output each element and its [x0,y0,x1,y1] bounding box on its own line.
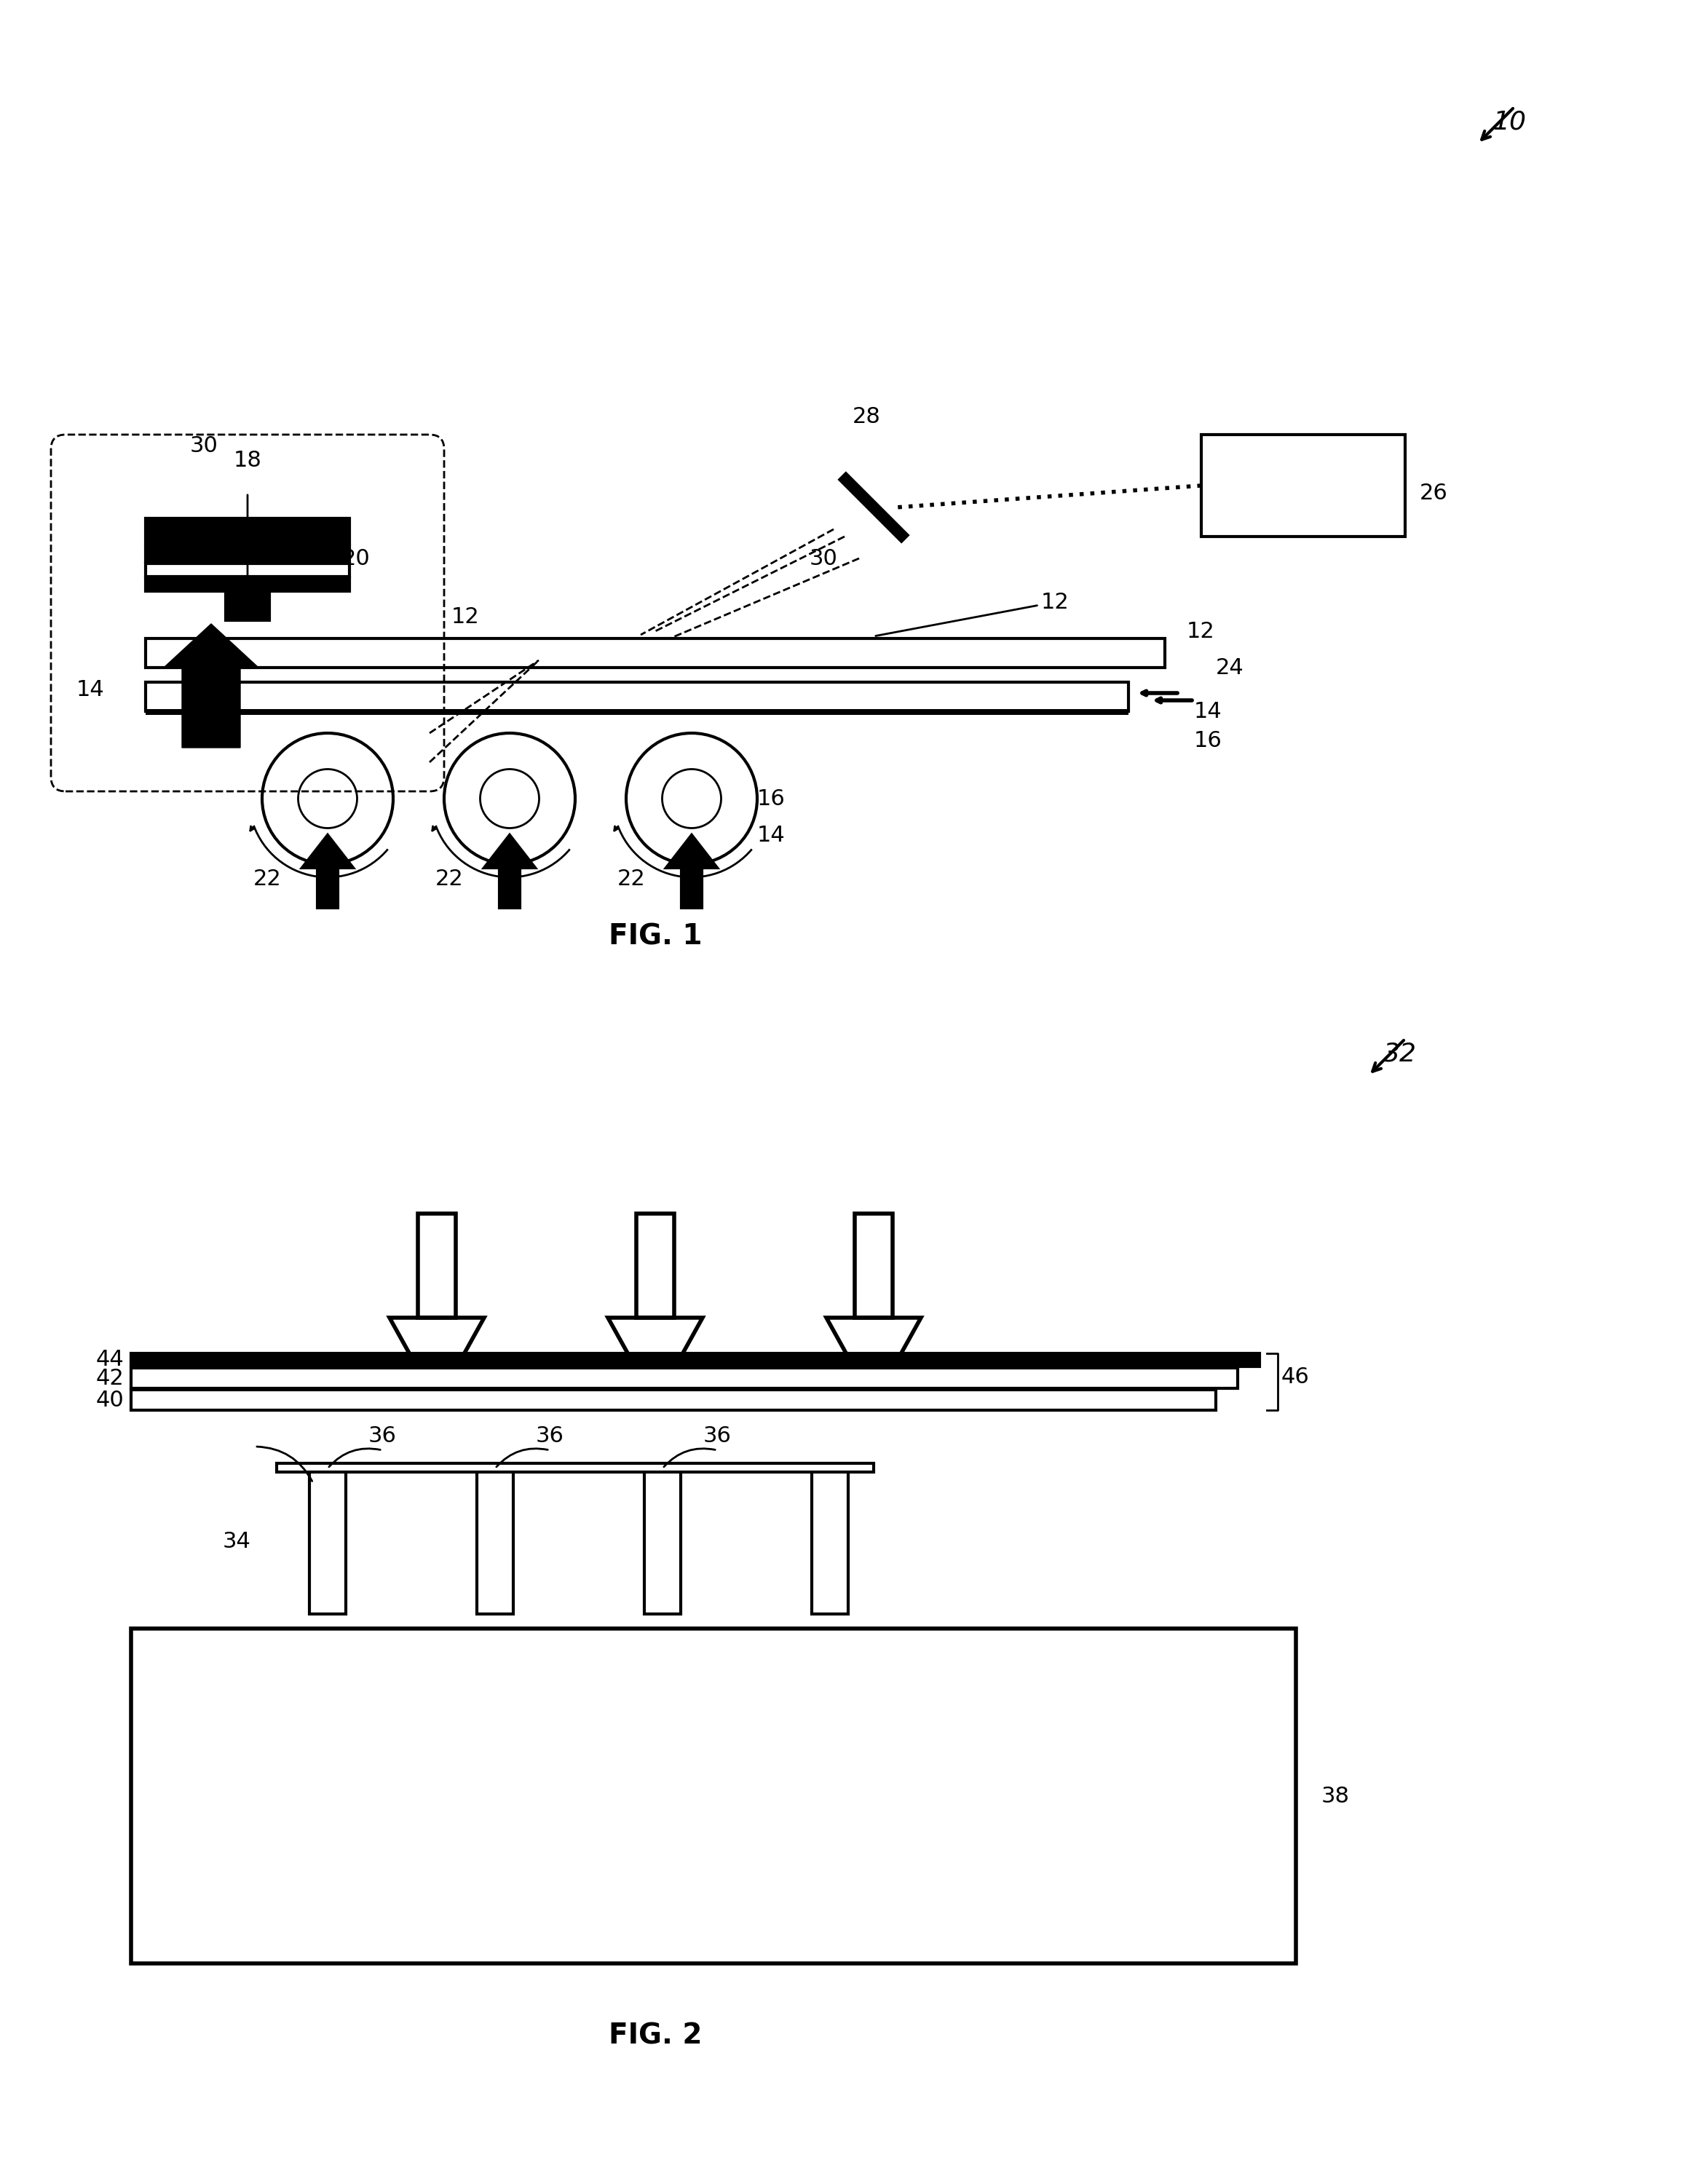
Text: 18: 18 [234,449,261,471]
Text: 12: 12 [1187,620,1214,642]
Bar [840,473,907,542]
Bar [811,1469,849,1614]
Text: 22: 22 [618,868,646,890]
Text: 42: 42 [96,1367,123,1389]
Text: FIG. 1: FIG. 1 [608,922,702,950]
Bar [145,708,1129,715]
Text: 30: 30 [190,436,219,456]
Text: 28: 28 [852,406,881,428]
Text: 40: 40 [96,1389,123,1410]
Text: 36: 36 [367,1426,396,1447]
Text: 36: 36 [536,1426,564,1447]
Polygon shape [318,868,338,907]
Text: 14: 14 [1194,700,1223,721]
Text: 12: 12 [876,592,1069,635]
Bar [145,683,1129,711]
Bar [145,639,1165,667]
Text: 20: 20 [342,549,371,568]
Text: 44: 44 [96,1350,123,1369]
Text: 32: 32 [1383,1041,1416,1065]
Text: 38: 38 [1322,1786,1349,1806]
Bar [145,564,350,577]
Bar [145,546,350,562]
Polygon shape [499,868,519,907]
Text: 14: 14 [757,825,786,845]
Bar [145,518,350,544]
Polygon shape [681,868,702,907]
Bar [132,1389,1216,1410]
Text: 36: 36 [704,1426,731,1447]
Text: 34: 34 [222,1531,251,1551]
Bar [132,1629,1296,1963]
Bar [132,1354,1259,1367]
Text: 26: 26 [1419,482,1448,503]
Text: FIG. 2: FIG. 2 [608,2022,702,2050]
Bar [132,1367,1238,1389]
FancyArrow shape [164,624,258,747]
Bar [644,1469,681,1614]
Text: 12: 12 [451,607,480,626]
Bar [309,1469,345,1614]
Polygon shape [302,836,354,868]
Polygon shape [483,836,535,868]
Text: 22: 22 [253,868,282,890]
Text: 14: 14 [77,678,104,700]
Bar [477,1469,514,1614]
Bar [277,1462,874,1471]
Text: 16: 16 [1194,730,1223,752]
Text: 22: 22 [436,868,465,890]
Text: 30: 30 [810,549,837,568]
Bar [1201,434,1406,536]
Polygon shape [666,836,717,868]
Bar [225,592,270,620]
Text: 16: 16 [757,788,786,810]
Text: 46: 46 [1281,1367,1310,1389]
Bar [145,579,350,592]
Text: 24: 24 [1216,657,1243,678]
Text: 10: 10 [1493,110,1525,134]
